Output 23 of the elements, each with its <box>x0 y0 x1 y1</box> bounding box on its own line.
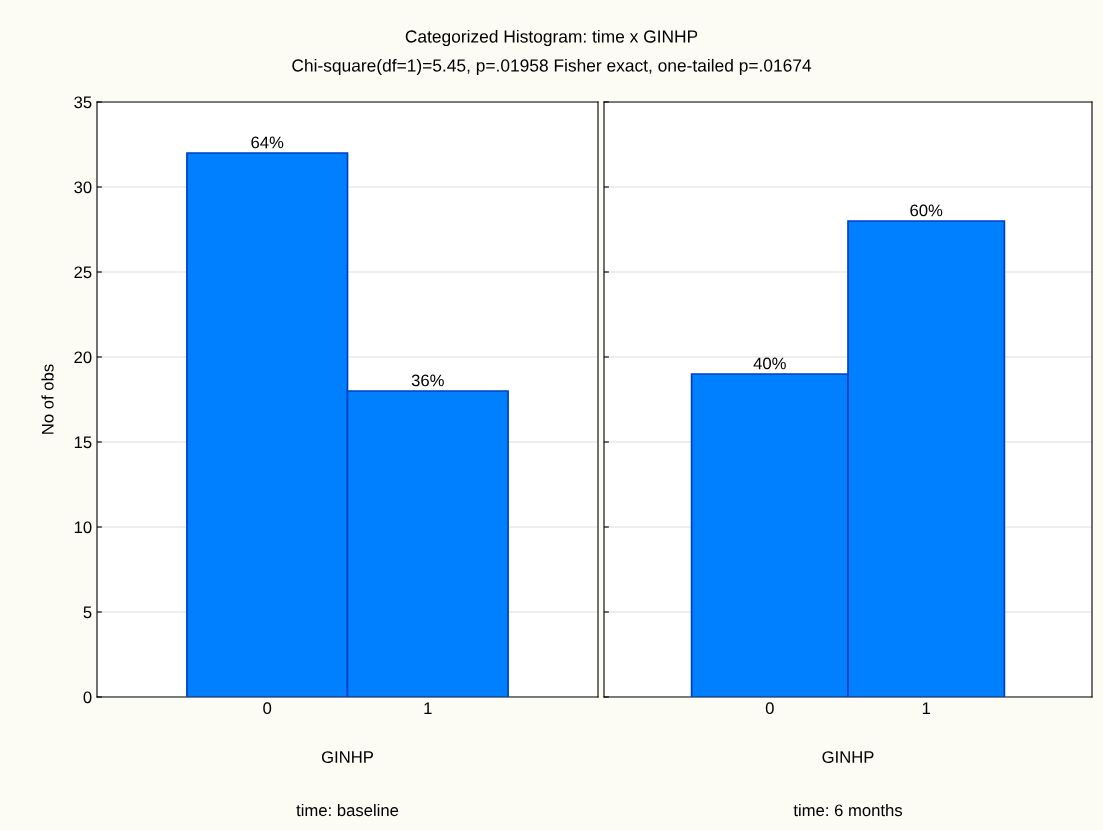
y-tick-label: 35 <box>74 96 92 109</box>
x-tick-label: 0 <box>765 702 774 715</box>
chart-title: Categorized Histogram: time x GINHP <box>405 29 698 47</box>
x-tick-label: 1 <box>922 702 931 714</box>
y-tick-label: 25 <box>74 266 92 279</box>
annotation: 60% <box>910 204 943 217</box>
y-tick-label: 15 <box>74 436 92 449</box>
x-tick-label: 0 <box>263 702 272 715</box>
text: time: 6 months <box>793 803 903 817</box>
chart-subtitle: Chi-square(df=1)=5.45, p=.01958 Fisher exact, one-tailed p=.01674 <box>292 58 812 76</box>
y-tick-label: 20 <box>74 351 92 364</box>
x-axis-title: GINHP <box>822 751 874 763</box>
y-axis-title: No of obs <box>41 364 54 434</box>
text: time: baseline <box>296 803 399 817</box>
annotation: 64% <box>251 136 284 149</box>
y-tick-label: 30 <box>74 181 92 194</box>
x-tick-label: 1 <box>424 702 432 714</box>
annotation: 36% <box>411 374 444 387</box>
y-tick-label: 5 <box>83 606 92 619</box>
annotation: 40% <box>753 357 786 370</box>
y-tick-label: 10 <box>74 521 92 534</box>
x-axis-title: GINHP <box>321 751 374 763</box>
y-tick-label: 0 <box>83 691 92 704</box>
